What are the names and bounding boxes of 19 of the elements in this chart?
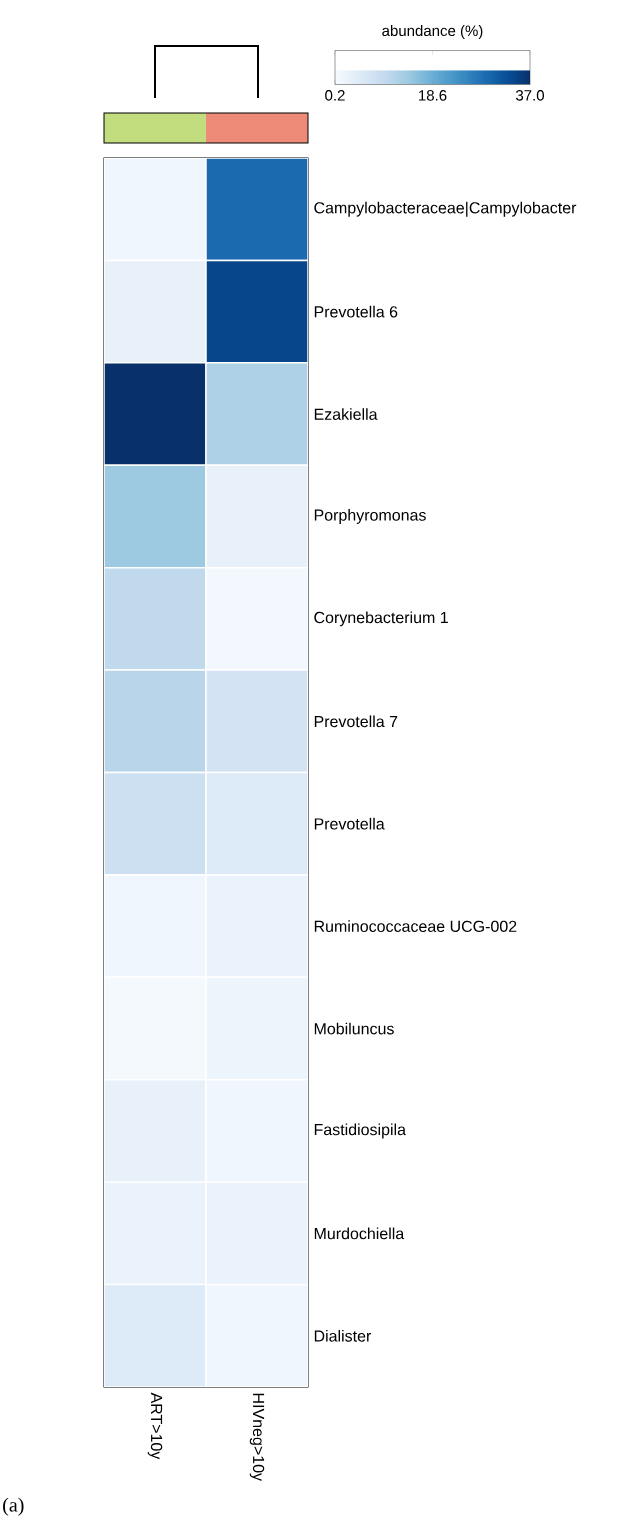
y-tick-label: Prevotella 6: [314, 305, 398, 318]
y-tick-label: Dialister: [314, 1329, 372, 1342]
y-tick-label: Prevotella: [314, 817, 385, 830]
y-tick-label: Mobiluncus: [314, 1022, 394, 1035]
color-bar-label: 0.2: [325, 90, 345, 101]
y-tick-label: Prevotella 7: [314, 715, 398, 728]
x-tick-label: ART>10y: [147, 1392, 163, 1460]
y-tick-label: Porphyromonas: [314, 509, 426, 524]
x-tick-label: HIVneg>10y: [249, 1393, 265, 1481]
y-tick-label: Campylobacteraceae|Campylobacter: [314, 201, 577, 217]
color-bar-label: 18.6: [419, 90, 447, 101]
color-bar-title: abundance (%): [382, 25, 483, 39]
y-tick-label: Ruminococcaceae UCG-002: [314, 920, 517, 933]
y-tick-label: Corynebacterium 1: [314, 611, 448, 627]
y-tick-label: Fastidiosipila: [314, 1123, 406, 1139]
color-bar-label: 37.0: [515, 90, 544, 101]
y-tick-label: Murdochiella: [314, 1227, 405, 1240]
text: (a): [3, 1497, 24, 1516]
y-tick-label: Ezakiella: [314, 408, 378, 420]
